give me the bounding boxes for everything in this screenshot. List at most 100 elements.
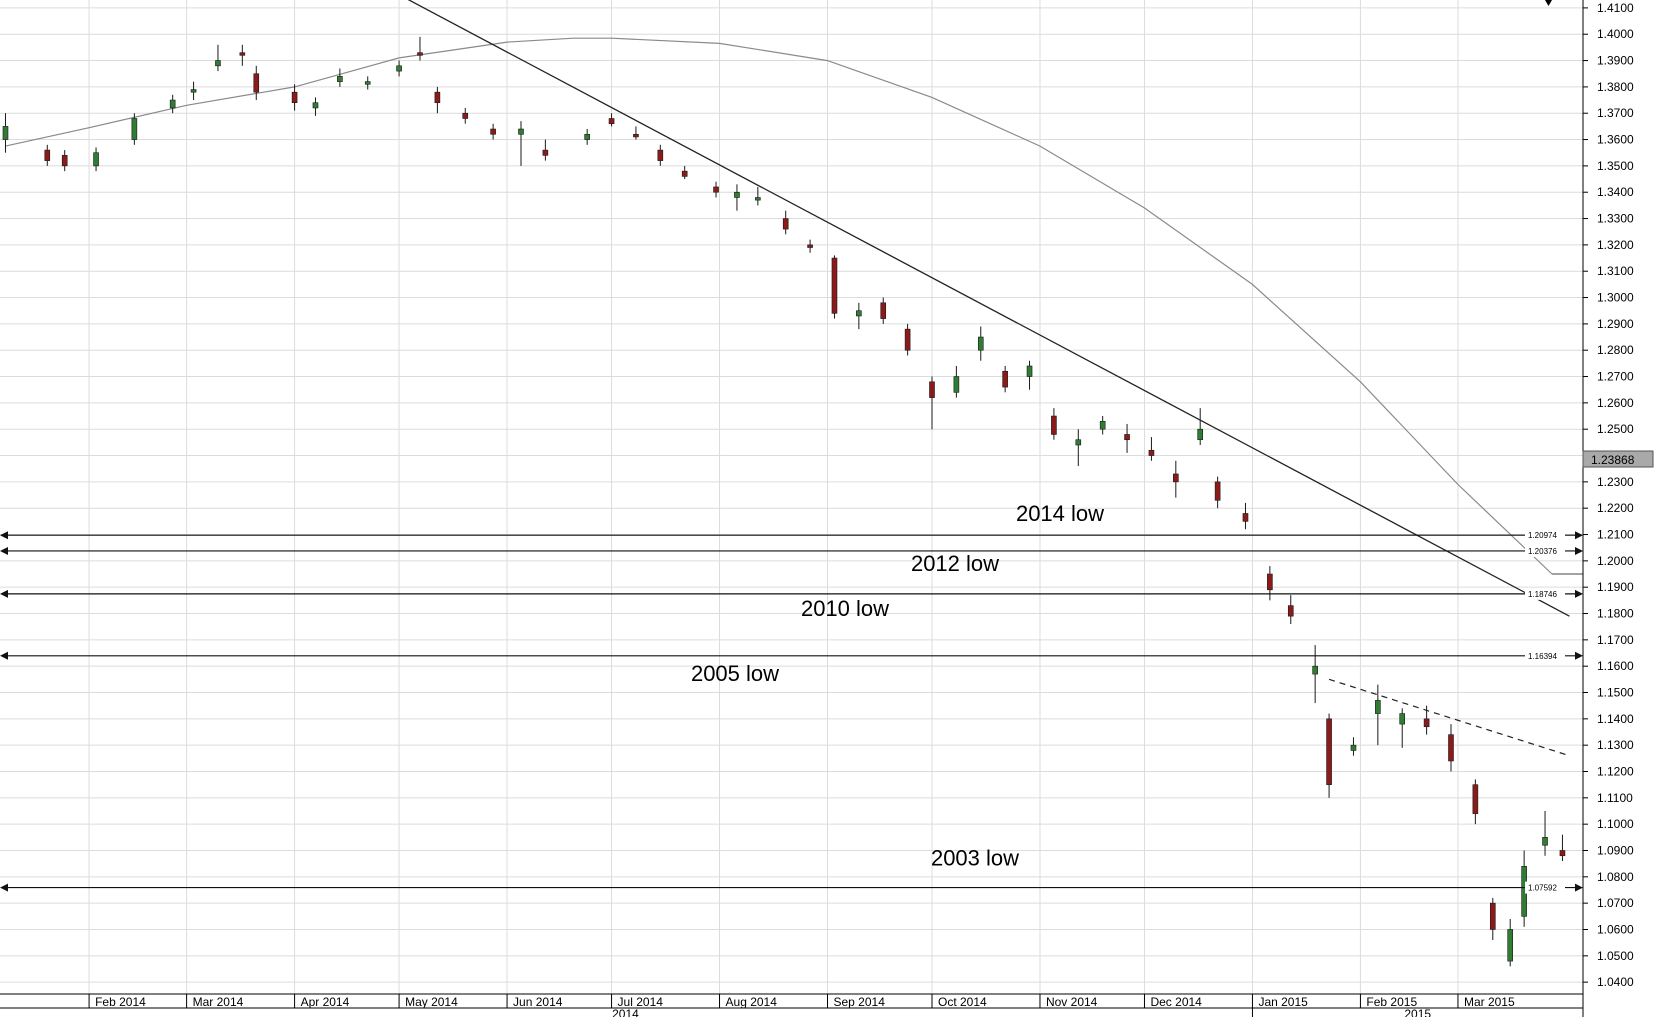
candle-body-down	[904, 328, 911, 351]
y-tick-label: 1.2700	[1597, 370, 1634, 384]
candle-body-down	[608, 118, 615, 125]
x-year-label: 2015	[1404, 1007, 1431, 1017]
candle-body-down	[633, 133, 639, 138]
candle-body-up	[856, 310, 862, 317]
candle-body-down	[44, 149, 51, 161]
y-tick-label: 1.1700	[1597, 633, 1634, 647]
candle-body-up	[977, 336, 984, 351]
moving-average-line	[5, 37, 1553, 575]
candle-body-up	[1312, 665, 1318, 675]
y-tick-label: 1.2200	[1597, 501, 1634, 515]
y-tick-label: 1.0500	[1597, 949, 1634, 963]
y-tick-label: 1.1300	[1597, 738, 1634, 752]
x-month-label: Jul 2014	[618, 995, 664, 1009]
candle-body-down	[1267, 573, 1273, 591]
support-arrow-left	[0, 531, 8, 540]
candle-body-down	[1124, 434, 1130, 441]
support-price-label: 1.07592	[1528, 884, 1557, 893]
candle-body-up	[396, 65, 402, 72]
candle-body-up	[1099, 420, 1106, 430]
x-year-label: 2014	[612, 1007, 639, 1017]
candle-body-down	[253, 73, 260, 93]
top-right-marker-icon	[1545, 0, 1552, 6]
y-tick-label: 1.2000	[1597, 554, 1634, 568]
candle-body-down	[831, 257, 838, 314]
candle-body-down	[1326, 718, 1332, 785]
candle-body-down	[61, 155, 68, 167]
candle-body-down	[1214, 481, 1221, 501]
y-tick-label: 1.3200	[1597, 238, 1634, 252]
support-label-bg	[1525, 544, 1565, 557]
y-tick-label: 1.2800	[1597, 343, 1634, 357]
downtrend-line	[407, 0, 1570, 617]
support-label-bg	[1525, 649, 1565, 662]
x-month-label: Mar 2014	[193, 995, 244, 1009]
candle-body-up	[1350, 744, 1357, 751]
support-label-bg	[1525, 587, 1565, 600]
support-label-bg	[1525, 529, 1565, 542]
x-month-label: Jun 2014	[513, 995, 563, 1009]
candle-body-down	[1448, 734, 1454, 762]
support-arrow-right	[1575, 883, 1583, 892]
support-price-label: 1.20376	[1528, 547, 1557, 556]
support-arrow-right	[1575, 531, 1583, 540]
candle-body-up	[131, 118, 138, 140]
candle-body-up	[1075, 439, 1082, 446]
annotations: 1.20974 2014 low 1.20376 2012 low 1.18746 201…	[0, 0, 1583, 894]
y-tick-label: 1.2600	[1597, 396, 1634, 410]
y-tick-label: 1.1000	[1597, 817, 1634, 831]
support-arrow-right	[1575, 651, 1583, 660]
support-annotation: 2005 low	[691, 661, 779, 686]
x-month-label: May 2014	[405, 995, 458, 1009]
support-arrow-right	[1575, 546, 1583, 555]
candle-body-down	[1242, 513, 1249, 522]
y-tick-label: 1.1600	[1597, 659, 1634, 673]
candle-body-up	[312, 102, 319, 109]
candle-body-down	[1287, 605, 1294, 617]
x-month-label: Jan 2015	[1258, 995, 1308, 1009]
candle-body-down	[929, 381, 935, 398]
candle-body-down	[291, 91, 298, 103]
candle-body-down	[417, 52, 423, 56]
candle-body-up	[1507, 929, 1514, 962]
candle-body-up	[734, 191, 740, 198]
y-tick-label: 1.3800	[1597, 80, 1634, 94]
y-tick-label: 1.3300	[1597, 212, 1634, 226]
candle-body-up	[215, 60, 221, 67]
candle-body-up	[584, 133, 590, 140]
y-tick-label: 1.0900	[1597, 843, 1634, 857]
candle-body-down	[880, 302, 887, 319]
candle-body-up	[755, 197, 761, 201]
candle-body-down	[239, 52, 246, 56]
candle-body-down	[434, 91, 441, 103]
candle-body-down	[462, 112, 469, 119]
support-arrow-left	[0, 883, 8, 892]
candle-body-down	[713, 186, 719, 193]
y-tick-label: 1.3700	[1597, 106, 1634, 120]
candle-body-up	[1197, 428, 1204, 441]
y-tick-label: 1.1200	[1597, 765, 1634, 779]
x-month-label: Feb 2014	[95, 995, 146, 1009]
support-price-label: 1.18746	[1528, 590, 1557, 599]
support-label-bg	[1525, 881, 1565, 894]
y-tick-label: 1.0400	[1597, 975, 1634, 989]
candle-body-up	[364, 81, 371, 85]
candle-body-down	[782, 218, 789, 230]
x-month-label: Nov 2014	[1046, 995, 1098, 1009]
x-month-label: Feb 2015	[1366, 995, 1417, 1009]
y-tick-label: 1.1400	[1597, 712, 1634, 726]
candle-body-up	[93, 152, 99, 167]
candle-body-down	[1559, 850, 1566, 857]
support-arrow-left	[0, 651, 8, 660]
candle-body-down	[657, 149, 664, 161]
support-annotation: 2012 low	[911, 551, 999, 576]
y-tick-label: 1.3900	[1597, 54, 1634, 68]
y-tick-label: 1.1800	[1597, 607, 1634, 621]
x-month-label: Mar 2015	[1464, 995, 1515, 1009]
candle-body-down	[1173, 473, 1179, 483]
y-tick-label: 1.2500	[1597, 422, 1634, 436]
candle-body-down	[1051, 415, 1057, 435]
dashed-trendline	[1328, 678, 1570, 757]
